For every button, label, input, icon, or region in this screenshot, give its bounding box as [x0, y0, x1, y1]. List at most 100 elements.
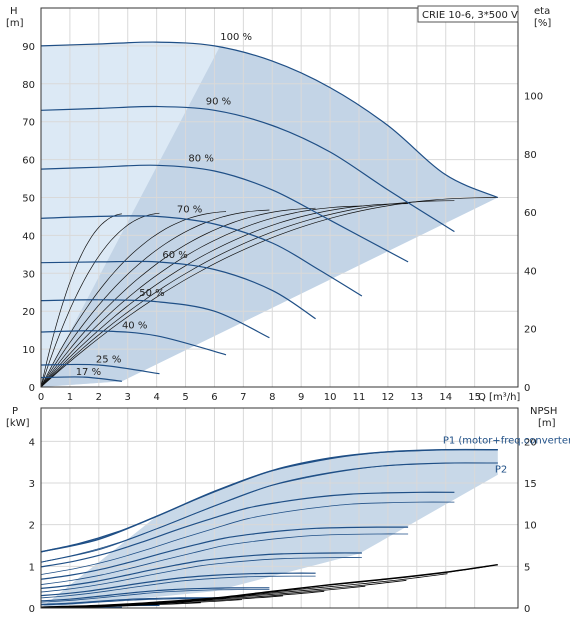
- y-right-unit-bottom: [m]: [538, 418, 556, 429]
- y-left-tick-label: 4: [29, 437, 35, 448]
- x-tick-label: 7: [240, 392, 246, 403]
- x-tick-label: 6: [211, 392, 217, 403]
- efficiency-curve: [40, 205, 362, 388]
- efficiency-curve: [40, 212, 160, 388]
- y-left-tick-label: 3: [29, 479, 35, 490]
- power-curve: [40, 575, 316, 599]
- p2-annotation: P2: [495, 465, 507, 476]
- y-left-tick-label: 0: [29, 383, 35, 394]
- head-curve: [40, 260, 316, 320]
- y-right-tick-label: 20: [524, 437, 537, 448]
- x-tick-label: 14: [439, 392, 452, 403]
- y-left-tick-label: 60: [22, 156, 35, 167]
- p1-curve: [40, 448, 498, 553]
- power-curve: [40, 552, 362, 589]
- chart-title-box: [417, 5, 519, 23]
- head-curve: [40, 164, 409, 263]
- y-right-tick-label: 80: [524, 150, 537, 161]
- y-left-tick-label: 30: [22, 269, 35, 280]
- speed-label: 80 %: [188, 153, 213, 164]
- power-curve: [40, 572, 316, 597]
- x-tick-label: 1: [67, 392, 73, 403]
- head-curve: [40, 363, 160, 375]
- speed-label: 90 %: [206, 97, 231, 108]
- x-tick-label: 11: [353, 392, 366, 403]
- efficiency-curve: [40, 203, 409, 388]
- y-left-tick-label: 70: [22, 118, 35, 129]
- head-curve: [40, 41, 499, 199]
- power-curve: [40, 491, 455, 568]
- head-curve: [40, 330, 227, 356]
- y-left-tick-label: 1: [29, 562, 35, 573]
- power-curve: [40, 557, 362, 593]
- power-curve: [40, 587, 270, 602]
- head-curve: [40, 299, 270, 339]
- x-tick-label: 4: [153, 392, 159, 403]
- y-right-tick-label: 60: [524, 208, 537, 219]
- power-curve: [40, 501, 455, 575]
- y-left-unit-bottom: [kW]: [6, 418, 30, 429]
- power-operating-area: [41, 449, 498, 608]
- y-right-tick-label: 40: [524, 266, 537, 277]
- y-left-tick-label: 20: [22, 307, 35, 318]
- speed-label: 40 %: [122, 320, 147, 331]
- head-curve: [40, 376, 122, 382]
- y-left-symbol-top: H: [10, 6, 18, 17]
- power-curve: [40, 526, 409, 580]
- npsh-curve: [40, 566, 489, 608]
- speed-label: 100 %: [220, 32, 252, 43]
- x-tick-label: 10: [324, 392, 337, 403]
- x-axis-label: Q [m³/h]: [478, 392, 520, 403]
- speed-label: 70 %: [177, 205, 202, 216]
- y-right-symbol-bottom: NPSH: [530, 406, 557, 417]
- y-left-tick-label: 90: [22, 42, 35, 53]
- chart-title: CRIE 10-6, 3*500 V: [422, 10, 518, 21]
- x-tick-label: 2: [96, 392, 102, 403]
- y-right-tick-label: 15: [524, 479, 537, 490]
- y-left-tick-label: 50: [22, 194, 35, 205]
- y-left-tick-label: 10: [22, 345, 35, 356]
- p1-annotation: P1 (motor+freq.converter): [443, 435, 570, 446]
- power-curve: [40, 589, 270, 603]
- y-right-tick-label: 20: [524, 325, 537, 336]
- y-left-symbol-bottom: P: [12, 406, 18, 417]
- efficiency-curve: [40, 207, 316, 388]
- x-tick-label: 0: [38, 392, 44, 403]
- power-curve: [40, 597, 226, 605]
- y-left-tick-label: 0: [29, 604, 35, 615]
- power-curve: [40, 533, 409, 585]
- y-left-tick-label: 80: [22, 80, 35, 91]
- x-tick-label: 13: [410, 392, 423, 403]
- speed-label: 60 %: [162, 250, 187, 261]
- plot-frame-top: [40, 7, 519, 388]
- efficiency-curve: [40, 197, 498, 388]
- speed-label: 50 %: [139, 288, 164, 299]
- x-tick-label: 15: [468, 392, 481, 403]
- y-right-tick-label: 100: [524, 91, 543, 102]
- head-efficiency-chart: 0 1 2 3 4 5 6 7 8 9 10 11 12 13 14 15010203040506070809…: [6, 5, 551, 403]
- power-curve: [40, 598, 226, 606]
- speed-label: 17 %: [76, 367, 101, 378]
- y-right-tick-label: 0: [524, 604, 530, 615]
- p2-curve: [40, 462, 498, 563]
- y-right-tick-label: 5: [524, 562, 530, 573]
- y-right-tick-label: 0: [524, 383, 530, 394]
- x-tick-label: 12: [382, 392, 395, 403]
- x-tick-label: 5: [182, 392, 188, 403]
- x-tick-label: 9: [298, 392, 304, 403]
- y-left-tick-label: 40: [22, 231, 35, 242]
- y-right-symbol-top: eta: [534, 6, 550, 17]
- speed-label: 25 %: [96, 354, 121, 365]
- x-tick-label: 3: [125, 392, 131, 403]
- y-left-unit-top: [m]: [6, 18, 24, 29]
- head-curve: [40, 215, 363, 297]
- y-right-unit-top: [%]: [534, 18, 551, 29]
- efficiency-curve: [40, 213, 122, 388]
- y-left-tick-label: 2: [29, 521, 35, 532]
- x-tick-label: 8: [269, 392, 275, 403]
- head-curve: [40, 105, 455, 233]
- y-right-tick-label: 10: [524, 521, 537, 532]
- plot-frame-bottom: [40, 407, 519, 609]
- power-npsh-chart: 0 1 2 3 4 0 5 10 15 20 P1 (motor+freq.converter) P…: [6, 406, 570, 615]
